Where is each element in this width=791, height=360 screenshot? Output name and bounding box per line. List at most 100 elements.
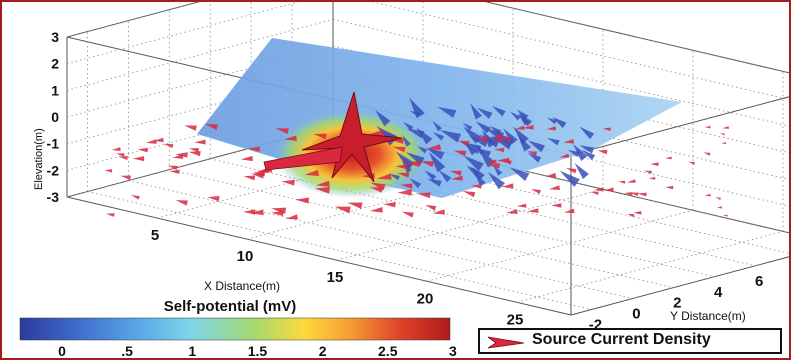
current-arrow: [720, 133, 725, 136]
current-arrow: [403, 121, 414, 131]
source-current-plume: [263, 146, 343, 171]
current-arrow: [428, 151, 446, 173]
current-arrow: [271, 210, 284, 217]
current-arrow: [722, 214, 728, 217]
colorbar-tick-label: 1: [188, 343, 196, 358]
current-arrow: [284, 135, 297, 141]
legend-arrow-icon: [487, 336, 525, 349]
current-arrow: [500, 136, 512, 143]
current-arrow: [401, 211, 414, 218]
z-tick-label: -1: [47, 136, 60, 152]
legend: Source Current Density: [478, 328, 782, 354]
current-arrow: [409, 97, 425, 119]
y-tick-label: 0: [632, 306, 640, 323]
current-arrow: [111, 147, 121, 152]
current-arrow: [432, 120, 443, 132]
current-arrow: [416, 192, 431, 199]
current-arrow: [581, 149, 596, 161]
current-arrow: [462, 122, 473, 131]
current-arrow: [247, 146, 260, 152]
current-arrow: [116, 153, 125, 157]
current-arrow: [527, 152, 542, 163]
z-tick-label: 3: [51, 29, 59, 45]
current-arrow: [514, 125, 525, 130]
current-arrow: [250, 209, 264, 216]
current-density-arrows-red: [104, 123, 729, 220]
current-arrow: [146, 139, 157, 144]
current-arrow: [400, 183, 413, 189]
current-arrow: [552, 117, 567, 129]
grid-line: [66, 2, 200, 38]
current-arrow: [417, 146, 428, 154]
current-arrow: [188, 151, 201, 157]
current-arrow: [559, 153, 570, 158]
y-tick-label: 4: [714, 284, 723, 301]
current-arrow: [470, 103, 482, 120]
current-arrow: [572, 143, 588, 161]
current-arrow: [188, 148, 200, 153]
current-arrow: [347, 202, 363, 209]
colorbar-title: Self-potential (mV): [163, 298, 297, 315]
current-arrow: [477, 107, 493, 119]
current-arrow: [402, 134, 411, 147]
current-arrow: [118, 155, 128, 160]
grid-line: [66, 45, 334, 118]
box-edge: [570, 256, 789, 316]
current-arrow: [375, 109, 391, 127]
grid-line: [66, 72, 334, 145]
current-arrow: [463, 155, 484, 172]
current-arrow: [313, 133, 327, 140]
current-arrow: [516, 203, 527, 208]
current-arrow: [427, 178, 442, 187]
current-arrow: [207, 196, 220, 202]
current-arrow: [285, 214, 298, 220]
x-tick-label: 20: [417, 290, 434, 307]
grid-line: [332, 18, 789, 127]
current-arrow: [420, 160, 434, 168]
current-arrow: [494, 147, 505, 153]
current-arrow: [314, 187, 330, 194]
current-arrow: [547, 137, 560, 146]
current-arrow: [449, 170, 462, 176]
current-arrow: [486, 159, 497, 164]
current-arrow: [169, 169, 180, 174]
current-arrow: [194, 139, 206, 145]
current-arrow: [493, 164, 503, 176]
legend-label: Source Current Density: [532, 331, 711, 348]
current-arrow: [397, 172, 410, 178]
current-arrow: [527, 208, 539, 214]
x-tick-label: 5: [151, 227, 159, 244]
x-tick-label: 10: [237, 248, 254, 265]
box-edge: [570, 96, 789, 156]
grid-line: [66, 125, 334, 198]
current-arrow: [471, 166, 485, 180]
current-arrow: [462, 191, 476, 198]
source-current-star: [301, 91, 403, 183]
current-arrow: [304, 169, 319, 177]
current-arrow: [590, 191, 599, 195]
current-arrow: [489, 125, 502, 136]
current-arrow: [427, 144, 441, 151]
box-edge: [66, 2, 201, 38]
current-arrow: [604, 187, 614, 192]
box-edge: [66, 196, 572, 316]
colorbar-tick-label: 2.5: [378, 343, 398, 358]
current-arrow: [527, 140, 546, 153]
grid-line: [426, 209, 694, 282]
current-arrow: [439, 129, 462, 143]
current-arrow: [409, 178, 422, 189]
z-tick-label: 0: [51, 109, 59, 125]
current-arrow: [564, 208, 575, 214]
current-arrow: [492, 106, 506, 117]
current-arrow: [471, 184, 482, 189]
current-arrow: [509, 167, 530, 182]
grid-line: [371, 2, 789, 100]
current-arrow: [487, 163, 500, 169]
grid-line: [156, 146, 424, 219]
colorbar-tick-label: 0: [58, 343, 66, 358]
current-arrow: [501, 160, 512, 165]
current-arrow: [137, 147, 148, 153]
current-arrow: [522, 124, 534, 130]
current-arrow: [565, 167, 577, 174]
